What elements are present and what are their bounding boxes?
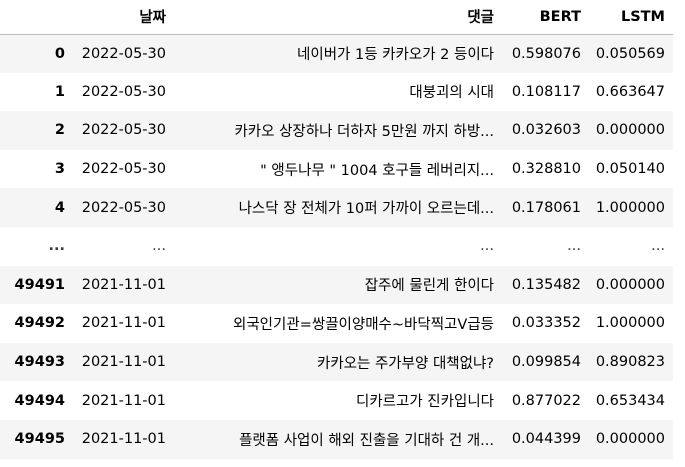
comment-cell: 플랫폼 사업이 해외 진출을 기대하 건 개... [239, 432, 494, 449]
bert-cell: 0.598076 [511, 45, 581, 62]
lstm-cell: 0.663647 [595, 83, 665, 100]
bert-column-header: BERT [539, 8, 581, 25]
bert-cell: 0.108117 [511, 83, 581, 100]
table-row: 1 2022-05-30 대붕괴의 시대 0.108117 0.663647 [0, 73, 673, 112]
date-cell: 2022-05-30 [81, 83, 166, 100]
bert-cell: 0.328810 [511, 161, 581, 178]
date-cell: 2021-11-01 [81, 431, 166, 448]
lstm-cell: ... [651, 238, 665, 255]
lstm-cell: 0.000000 [595, 122, 665, 139]
row-index: 49493 [14, 354, 65, 371]
lstm-column-header: LSTM [620, 8, 665, 25]
comment-cell: 카카오는 주가부양 대책없냐? [317, 355, 494, 372]
date-cell: 2021-11-01 [81, 354, 166, 371]
date-cell: 2022-05-30 [81, 199, 166, 216]
lstm-cell: 0.050140 [595, 161, 665, 178]
lstm-cell: 0.000000 [595, 276, 665, 293]
row-index: 49492 [14, 315, 65, 332]
row-index: 4 [54, 199, 65, 216]
table-row: 4 2022-05-30 나스닥 장 전체가 10퍼 가까이 오르는데... 0… [0, 188, 673, 227]
index-header [0, 0, 72, 34]
row-index: ... [48, 238, 65, 255]
bert-cell: 0.877022 [511, 392, 581, 409]
table-row: 49495 2021-11-01 플랫폼 사업이 해외 진출을 기대하 건 개.… [0, 419, 673, 459]
ellipsis-row: ... ... ... ... ... [0, 227, 673, 266]
bert-cell: ... [567, 238, 581, 255]
table-row: 49494 2021-11-01 디카르고가 진카입니다 0.877022 0.… [0, 381, 673, 420]
table-row: 0 2022-05-30 네이버가 1등 카카오가 2 등이다 0.598076… [0, 34, 673, 73]
row-index: 2 [54, 122, 65, 139]
date-cell: ... [152, 238, 166, 255]
row-index: 0 [54, 45, 65, 62]
comment-cell: 대붕괴의 시대 [409, 85, 494, 102]
date-cell: 2022-05-30 [81, 45, 166, 62]
table-header: 날짜 댓글 BERT LSTM [0, 0, 673, 34]
lstm-cell: 1.000000 [595, 199, 665, 216]
comment-cell: 나스닥 장 전체가 10퍼 가까이 오르는데... [238, 201, 494, 218]
bert-cell: 0.044399 [511, 431, 581, 448]
date-cell: 2021-11-01 [81, 315, 166, 332]
lstm-cell: 0.890823 [595, 354, 665, 371]
row-index: 1 [54, 83, 65, 100]
bert-cell: 0.032603 [511, 122, 581, 139]
lstm-cell: 0.000000 [595, 431, 665, 448]
table-row: 49491 2021-11-01 잡주에 물린게 한이다 0.135482 0.… [0, 265, 673, 305]
row-index: 49491 [14, 276, 65, 293]
comment-cell: 카카오 상장하나 더하자 5만원 까지 하방... [234, 123, 494, 140]
row-index: 49495 [14, 431, 65, 448]
date-cell: 2021-11-01 [81, 392, 166, 409]
date-cell: 2021-11-01 [81, 276, 166, 293]
bert-cell: 0.178061 [511, 199, 581, 216]
table-row: 3 2022-05-30 " 앵두나무 " 1004 호구들 레버리지... 0… [0, 150, 673, 189]
comment-cell: 잡주에 물린게 한이다 [364, 278, 494, 295]
comment-cell: ... [480, 238, 494, 255]
bert-cell: 0.135482 [511, 276, 581, 293]
bert-cell: 0.033352 [511, 315, 581, 332]
row-index: 3 [54, 161, 65, 178]
lstm-cell: 0.050569 [595, 45, 665, 62]
table-row: 49492 2021-11-01 외국인기관=쌍끌이양매수~바닥찍고V급등 0.… [0, 304, 673, 343]
header-row: 날짜 댓글 BERT LSTM [0, 0, 673, 34]
date-column-header: 날짜 [139, 10, 166, 27]
table-row: 2 2022-05-30 카카오 상장하나 더하자 5만원 까지 하방... 0… [0, 111, 673, 150]
comment-cell: 외국인기관=쌍끌이양매수~바닥찍고V급등 [233, 316, 494, 333]
dataframe-table: 날짜 댓글 BERT LSTM 0 2022-05-30 네이버가 1등 카카오… [0, 0, 673, 459]
date-cell: 2022-05-30 [81, 161, 166, 178]
comment-cell: 네이버가 1등 카카오가 2 등이다 [297, 47, 494, 64]
table-row: 49493 2021-11-01 카카오는 주가부양 대책없냐? 0.09985… [0, 342, 673, 382]
lstm-cell: 0.653434 [595, 392, 665, 409]
table-body: 0 2022-05-30 네이버가 1등 카카오가 2 등이다 0.598076… [0, 34, 673, 459]
bert-cell: 0.099854 [511, 354, 581, 371]
row-index: 49494 [14, 392, 65, 409]
lstm-cell: 1.000000 [595, 315, 665, 332]
comment-cell: 디카르고가 진카입니다 [355, 394, 494, 411]
comment-cell: " 앵두나무 " 1004 호구들 레버리지... [260, 162, 494, 179]
comment-column-header: 댓글 [467, 10, 494, 27]
date-cell: 2022-05-30 [81, 122, 166, 139]
